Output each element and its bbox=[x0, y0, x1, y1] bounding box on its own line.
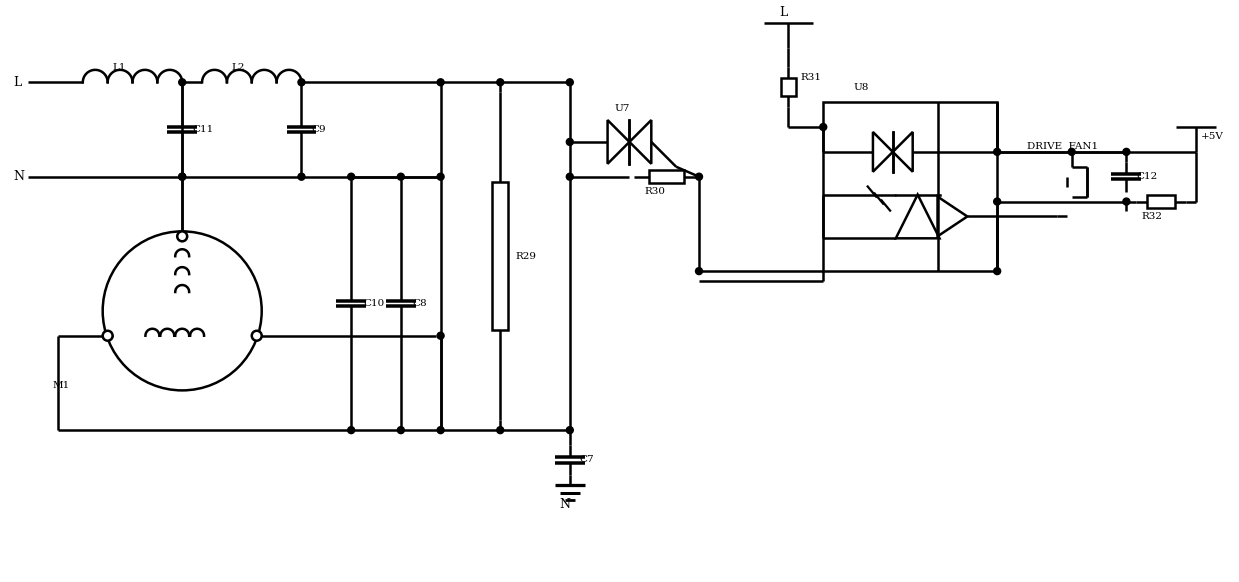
Circle shape bbox=[252, 331, 261, 340]
Text: C10: C10 bbox=[363, 299, 384, 308]
Circle shape bbox=[348, 173, 354, 180]
Text: L1: L1 bbox=[113, 63, 126, 72]
Text: L: L bbox=[14, 76, 21, 89]
Polygon shape bbox=[629, 120, 652, 164]
Polygon shape bbox=[893, 132, 913, 172]
Bar bbox=[781, 79, 797, 96]
Bar bbox=[492, 182, 508, 330]
Polygon shape bbox=[938, 197, 968, 236]
Text: N: N bbox=[559, 498, 570, 511]
Circle shape bbox=[994, 198, 1001, 205]
Circle shape bbox=[1068, 148, 1075, 155]
Bar bbox=[649, 171, 684, 183]
Circle shape bbox=[299, 173, 305, 180]
Circle shape bbox=[178, 79, 186, 86]
Text: N: N bbox=[14, 170, 25, 183]
Text: M1: M1 bbox=[53, 381, 71, 390]
Circle shape bbox=[437, 79, 444, 86]
Circle shape bbox=[398, 173, 404, 180]
Circle shape bbox=[566, 139, 574, 146]
Circle shape bbox=[348, 427, 354, 434]
Circle shape bbox=[178, 173, 186, 180]
Text: R32: R32 bbox=[1141, 212, 1162, 221]
Circle shape bbox=[437, 173, 444, 180]
Text: C12: C12 bbox=[1136, 172, 1157, 181]
Text: C7: C7 bbox=[580, 456, 595, 464]
Circle shape bbox=[695, 173, 703, 180]
Circle shape bbox=[820, 123, 826, 130]
Circle shape bbox=[497, 79, 504, 86]
Circle shape bbox=[398, 427, 404, 434]
Text: R31: R31 bbox=[800, 73, 821, 82]
Text: +5V: +5V bbox=[1201, 133, 1224, 141]
Circle shape bbox=[299, 79, 305, 86]
Text: C8: C8 bbox=[413, 299, 427, 308]
Polygon shape bbox=[873, 132, 893, 172]
Circle shape bbox=[437, 332, 444, 339]
Circle shape bbox=[695, 268, 703, 275]
Circle shape bbox=[994, 268, 1001, 275]
Circle shape bbox=[566, 427, 574, 434]
Circle shape bbox=[566, 173, 574, 180]
Circle shape bbox=[497, 427, 504, 434]
Circle shape bbox=[437, 427, 444, 434]
Bar bbox=[823, 102, 997, 271]
Text: C11: C11 bbox=[192, 125, 213, 134]
Circle shape bbox=[178, 173, 186, 180]
Bar bbox=[1147, 195, 1175, 208]
Circle shape bbox=[103, 331, 113, 340]
Text: C9: C9 bbox=[311, 125, 326, 134]
Circle shape bbox=[566, 79, 574, 86]
Circle shape bbox=[1123, 148, 1130, 155]
Circle shape bbox=[177, 232, 187, 242]
Text: R30: R30 bbox=[644, 187, 665, 196]
Text: DRIVE  FAN1: DRIVE FAN1 bbox=[1027, 143, 1098, 151]
Text: U8: U8 bbox=[854, 83, 869, 92]
Text: L2: L2 bbox=[232, 63, 245, 72]
Polygon shape bbox=[896, 194, 939, 238]
Polygon shape bbox=[607, 120, 629, 164]
Circle shape bbox=[994, 148, 1001, 155]
Circle shape bbox=[1123, 198, 1130, 205]
Text: R29: R29 bbox=[515, 251, 536, 261]
Text: L: L bbox=[779, 6, 788, 19]
Text: U7: U7 bbox=[615, 104, 629, 113]
